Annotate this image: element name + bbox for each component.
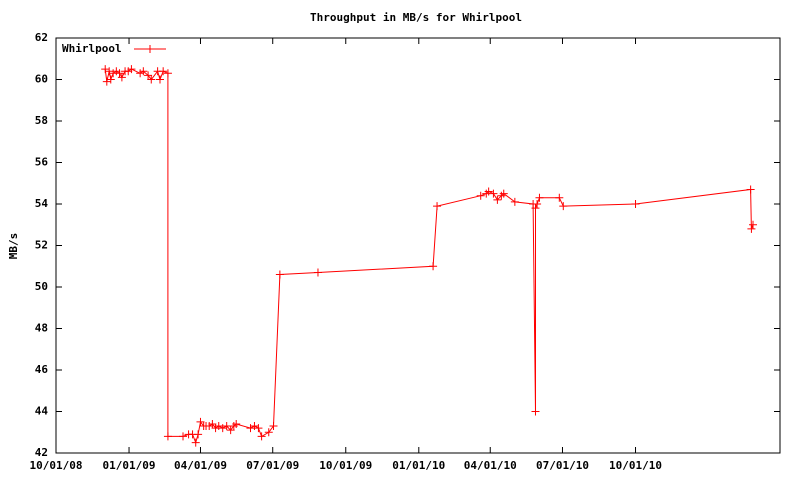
x-tick-label: 01/01/10: [392, 459, 445, 472]
data-point: [127, 65, 136, 74]
data-point: [484, 187, 493, 196]
data-point: [264, 428, 273, 437]
y-tick-label: 48: [35, 322, 48, 335]
data-point: [124, 67, 133, 76]
data-point: [269, 422, 278, 431]
data-point: [275, 270, 284, 279]
x-tick-label: 04/01/10: [464, 459, 517, 472]
x-tick-label: 01/01/09: [103, 459, 156, 472]
data-point: [205, 422, 214, 431]
data-point: [222, 422, 231, 431]
data-point: [102, 77, 111, 86]
data-point: [747, 224, 756, 233]
data-point: [214, 422, 223, 431]
data-point: [246, 424, 255, 433]
y-tick-label: 56: [35, 156, 49, 169]
data-point: [179, 432, 188, 441]
chart-title: Throughput in MB/s for Whirlpool: [310, 11, 522, 24]
data-point: [117, 73, 126, 82]
x-tick-label: 07/01/09: [246, 459, 299, 472]
data-point: [218, 424, 227, 433]
y-tick-label: 60: [35, 73, 48, 86]
data-point: [232, 419, 241, 428]
data-point: [159, 67, 168, 76]
data-point: [499, 189, 508, 198]
data-point: [211, 424, 220, 433]
y-tick-label: 54: [35, 197, 49, 210]
data-point: [531, 407, 540, 416]
data-point: [196, 417, 205, 426]
data-point: [147, 75, 156, 84]
data-point: [163, 432, 172, 441]
data-point: [226, 426, 235, 435]
data-point: [254, 424, 263, 433]
data-point: [631, 200, 640, 208]
data-point: [194, 430, 203, 439]
data-point: [531, 204, 540, 213]
y-tick-label: 44: [35, 405, 49, 418]
data-point: [746, 185, 755, 194]
y-tick-label: 58: [35, 114, 48, 127]
data-point: [555, 193, 564, 202]
x-tick-label: 10/01/09: [319, 459, 372, 472]
data-point: [493, 195, 502, 204]
data-point: [510, 197, 519, 206]
data-point: [105, 67, 114, 76]
data-point: [136, 69, 145, 78]
data-point: [139, 67, 148, 76]
legend-marker: [146, 45, 154, 53]
y-tick-label: 42: [35, 446, 48, 459]
data-point: [535, 193, 544, 202]
y-tick-label: 62: [35, 31, 48, 44]
y-tick-label: 52: [35, 239, 48, 252]
data-point: [559, 202, 568, 211]
data-point: [429, 262, 438, 271]
legend-label: Whirlpool: [62, 42, 122, 55]
data-point: [101, 65, 110, 74]
data-point: [191, 438, 200, 447]
x-tick-label: 10/01/08: [30, 459, 83, 472]
data-point: [533, 200, 542, 208]
data-point: [313, 268, 322, 277]
data-point: [257, 432, 266, 441]
data-point: [155, 75, 164, 84]
data-point: [489, 189, 498, 198]
x-tick-label: 04/01/09: [174, 459, 227, 472]
data-point: [208, 419, 217, 428]
data-point: [106, 75, 115, 84]
y-axis-label: MB/s: [7, 233, 20, 260]
data-point: [476, 191, 485, 200]
y-tick-label: 46: [35, 363, 49, 376]
data-point: [112, 67, 121, 76]
y-tick-label: 50: [35, 280, 48, 293]
data-point: [433, 202, 442, 211]
x-tick-label: 07/01/10: [536, 459, 589, 472]
data-point: [250, 422, 259, 431]
data-point: [163, 69, 172, 78]
data-point: [144, 71, 153, 80]
data-point: [749, 220, 758, 229]
data-point: [115, 69, 124, 78]
x-tick-label: 10/01/10: [609, 459, 662, 472]
